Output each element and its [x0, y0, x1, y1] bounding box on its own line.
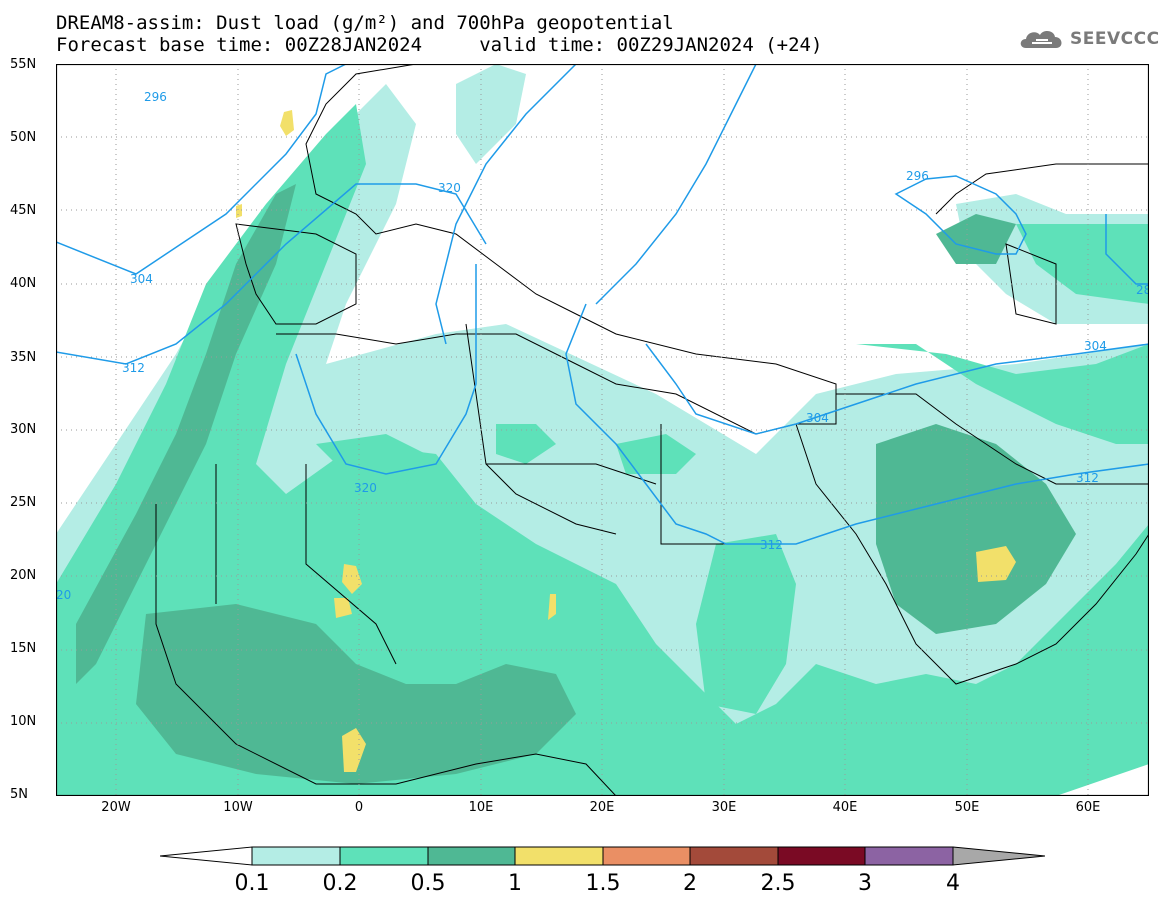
dust-load-map: 296 304 312 320 320 312 304 312 296 304 … [56, 64, 1149, 796]
lat-tick: 40N [10, 276, 37, 291]
contour-labels: 296 304 312 320 320 312 304 312 296 304 … [56, 90, 1149, 602]
lon-tick: 50E [954, 800, 980, 815]
lon-tick: 30E [711, 800, 737, 815]
colorbar-bin [689, 846, 779, 866]
contour-label: 320 [438, 181, 461, 195]
map-title: DREAM8-assim: Dust load (g/m²) and 700hP… [56, 12, 674, 34]
lon-tick: 20E [589, 800, 615, 815]
colorbar-label: 3 [858, 871, 872, 896]
contour-label: 296 [906, 169, 929, 183]
lon-tick: 10W [223, 800, 253, 815]
contour-label: 304 [1084, 339, 1107, 353]
dust-layer-very-high [236, 110, 1016, 772]
colorbar-label: 1.5 [585, 871, 621, 896]
lon-tick: 20W [101, 800, 131, 815]
dust-layer-high [76, 184, 1076, 784]
contour-label: 296 [144, 90, 167, 104]
geopotential-contours [56, 64, 1149, 545]
map-frame [56, 64, 1149, 796]
colorbar-bin [427, 846, 516, 866]
lat-tick: 55N [10, 57, 37, 72]
colorbar-label: 4 [946, 871, 960, 896]
lat-tick: 50N [10, 130, 37, 145]
colorbar [160, 846, 1045, 866]
lat-tick: 10N [10, 714, 37, 729]
contour-label: 312 [760, 538, 783, 552]
coastlines [155, 64, 1149, 796]
cloud-logo-icon [1020, 31, 1062, 48]
lat-tick: 20N [10, 568, 37, 583]
colorbar-label: 0.5 [410, 871, 446, 896]
colorbar-low-arrow [160, 846, 253, 866]
colorbar-label: 2 [683, 871, 697, 896]
colorbar-bin [251, 846, 341, 866]
contour-label: 28 [1136, 283, 1149, 297]
seevccc-logo: SEEVCCC [1018, 26, 1160, 52]
lat-tick: 45N [10, 203, 37, 218]
contour-label: 20 [56, 588, 71, 602]
logo-text: SEEVCCC [1070, 29, 1160, 49]
lon-tick: 0 [354, 800, 364, 815]
lat-tick: 5N [10, 787, 28, 802]
colorbar-label: 1 [508, 871, 522, 896]
lat-tick: 30N [10, 422, 37, 437]
lat-tick: 25N [10, 495, 37, 510]
colorbar-bin [602, 846, 691, 866]
colorbar-label: 0.2 [322, 871, 358, 896]
lon-tick: 60E [1075, 800, 1101, 815]
contour-label: 304 [806, 411, 829, 425]
contour-label: 304 [130, 272, 153, 286]
lat-tick: 35N [10, 350, 37, 365]
forecast-time-line: Forecast base time: 00Z28JAN2024 valid t… [56, 34, 823, 56]
colorbar-bin [777, 846, 866, 866]
colorbar-high-arrow [952, 846, 1045, 866]
colorbar-bin [339, 846, 429, 866]
colorbar-label: 0.1 [234, 871, 270, 896]
lon-tick: 40E [832, 800, 858, 815]
contour-label: 320 [354, 481, 377, 495]
lat-tick: 15N [10, 641, 37, 656]
colorbar-label: 2.5 [760, 871, 796, 896]
contour-label: 312 [122, 361, 145, 375]
lon-tick: 10E [468, 800, 494, 815]
colorbar-bin [864, 846, 954, 866]
colorbar-bin [514, 846, 604, 866]
contour-label: 312 [1076, 471, 1099, 485]
